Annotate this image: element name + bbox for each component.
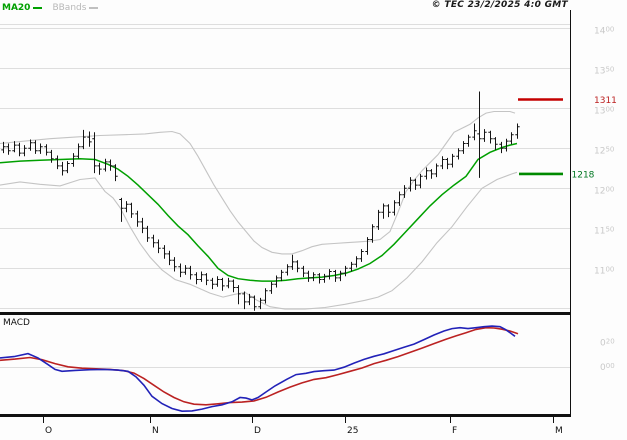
legend: MA20 BBands — [2, 2, 99, 14]
bollinger-upper-line — [0, 110, 516, 255]
ma20-line — [0, 142, 518, 282]
legend-bbands-label: BBands — [52, 3, 87, 13]
level-lines — [518, 98, 563, 176]
macd-axis-labels: 020 000 — [600, 338, 615, 373]
macd-axis-label: 020 — [600, 338, 615, 349]
price-gridlines — [0, 24, 570, 309]
month-label: 25 — [347, 426, 358, 436]
month-label: O — [45, 426, 52, 436]
price-axis-label: 1300 — [594, 105, 614, 116]
bollinger-bands — [0, 110, 518, 310]
price-axis-label: 1150 — [594, 225, 614, 236]
ma20-line — [0, 142, 518, 282]
month-label: M — [555, 426, 563, 436]
bbands-line-swatch — [89, 7, 99, 9]
price-axis-label: 1250 — [594, 145, 614, 156]
price-axis-label: 1200 — [594, 185, 614, 196]
price-axis-label: 1400 — [594, 25, 614, 36]
month-label: N — [152, 426, 159, 436]
month-ticks — [43, 417, 554, 423]
price-axis-label: 1100 — [594, 265, 614, 276]
panel-divider — [0, 312, 570, 315]
month-label: F — [452, 426, 457, 436]
copyright-text: © TEC 23/2/2025 4:0 GMT — [431, 0, 568, 10]
macd-lines — [0, 325, 519, 413]
legend-ma20-label: MA20 — [2, 3, 31, 13]
ohlc-bars — [1, 91, 520, 311]
month-labels: O N D 25 F M — [45, 426, 563, 436]
panel-divider — [0, 414, 570, 417]
price-axis-label: 1350 — [594, 65, 614, 76]
macd-axis-label: 000 — [600, 362, 615, 373]
macd-signal-line — [0, 326, 519, 406]
panel-borders — [0, 10, 572, 417]
support-label: 1218 — [572, 170, 595, 180]
macd-line — [0, 325, 516, 413]
macd-panel-label: MACD — [3, 318, 30, 328]
ma20-line-swatch — [33, 7, 43, 9]
bollinger-lower-line — [0, 171, 518, 310]
month-label: D — [254, 426, 261, 436]
price-axis-labels: 1400 1350 1300 1250 1200 1150 1100 1311 1218 — [572, 25, 617, 276]
ohlc-bars — [1, 91, 520, 311]
resistance-label: 1311 — [594, 96, 617, 106]
